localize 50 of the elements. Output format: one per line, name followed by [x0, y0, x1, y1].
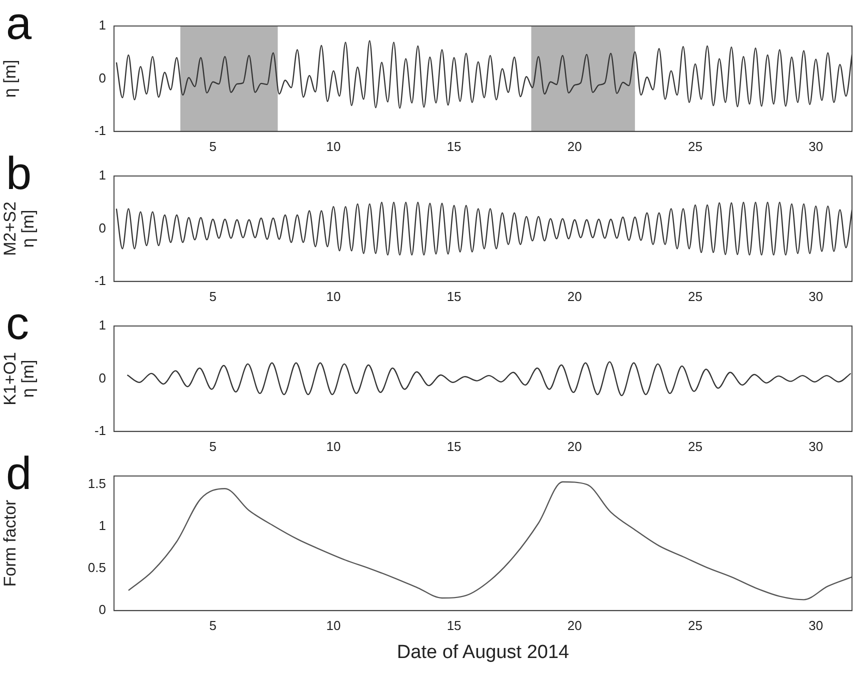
y-axis-title: M2+S2 η [m] — [0, 202, 38, 256]
x-tick-label: 10 — [326, 618, 341, 633]
text: c — [6, 297, 29, 349]
x-tick-label: 30 — [808, 438, 824, 454]
y-tick-label: 0 — [98, 370, 106, 386]
x-tick-label: 25 — [688, 618, 702, 633]
y-axis-title: Form factor — [0, 500, 20, 587]
y-tick-label: 0 — [98, 220, 106, 236]
x-tick-label: 10 — [326, 438, 341, 454]
x-tick-label: 5 — [209, 138, 216, 154]
line-series — [126, 361, 852, 396]
y-tick-label: -1 — [94, 422, 106, 438]
x-tick-label: 5 — [209, 438, 216, 454]
x-tick-label: 30 — [808, 618, 824, 633]
y-tick-label: 1 — [98, 518, 106, 534]
x-tick-label: 20 — [567, 138, 582, 154]
x-tick-label: 5 — [209, 618, 216, 633]
x-tick-label: 30 — [808, 288, 824, 304]
text: a — [6, 0, 32, 49]
y-tick-label: 0.5 — [88, 560, 106, 576]
x-tick-label: 20 — [567, 438, 582, 454]
y-tick-label: -1 — [94, 272, 106, 288]
y-tick-label: 1 — [98, 168, 106, 183]
y-tick-label: 0 — [98, 70, 106, 86]
line-series — [128, 481, 852, 600]
x-axis-title: Date of August 2014 — [396, 642, 570, 663]
y-tick-label: 1 — [98, 318, 106, 333]
x-tick-label: 15 — [446, 138, 462, 154]
line-series — [116, 202, 852, 256]
x-tick-label: 10 — [326, 288, 341, 304]
x-tick-label: 10 — [326, 138, 341, 154]
x-tick-label: 15 — [446, 288, 462, 304]
line-series — [116, 40, 852, 109]
x-tick-label: 25 — [688, 438, 702, 454]
y-axis-title: K1+O1 η [m] — [0, 352, 38, 406]
x-tick-label: 5 — [209, 288, 216, 304]
y-tick-label: 1.5 — [88, 476, 106, 491]
x-tick-label: 20 — [567, 618, 582, 633]
y-axis-title: η [m] — [0, 60, 20, 98]
x-tick-label: 15 — [446, 618, 462, 633]
x-tick-label: 25 — [688, 288, 702, 304]
y-tick-label: -1 — [94, 122, 106, 138]
x-tick-label: 30 — [808, 138, 824, 154]
x-tick-label: 20 — [567, 288, 582, 304]
text: b — [6, 147, 32, 199]
x-tick-label: 15 — [446, 438, 462, 454]
x-tick-label: 25 — [688, 138, 702, 154]
y-tick-label: 0 — [98, 602, 106, 618]
y-tick-label: 1 — [98, 18, 106, 33]
text: d — [6, 447, 32, 499]
